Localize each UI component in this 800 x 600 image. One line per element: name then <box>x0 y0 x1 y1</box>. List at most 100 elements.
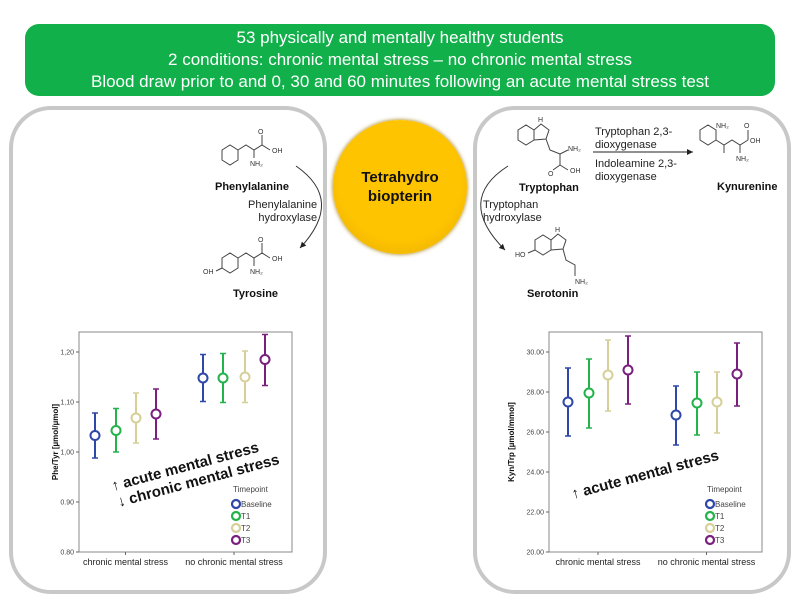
legend-label: T2 <box>715 524 725 533</box>
data-point-baseline <box>670 409 682 421</box>
study-description-banner: 53 physically and mentally healthy stude… <box>25 24 775 96</box>
kyn-trp-panel <box>473 106 791 594</box>
serotonin-label: Serotonin <box>527 288 579 300</box>
data-point-t1 <box>583 387 595 399</box>
tyrosine-label: Tyrosine <box>233 288 279 300</box>
legend-marker <box>704 534 716 546</box>
y-tick-label: 26.00 <box>526 430 544 437</box>
header-line: Blood draw prior to and 0, 30 and 60 min… <box>90 72 710 91</box>
enzyme-text: Phenylalanine <box>248 199 318 211</box>
atom-nh2: NH₂ <box>716 123 729 130</box>
plot-frame <box>78 331 293 553</box>
cofactor-label: Tetrahydro <box>361 169 439 186</box>
enzyme-text: dioxygenase <box>595 171 657 183</box>
y-axis-label: Kyn/Trp [µmol/mmol] <box>507 402 516 482</box>
tryptophan-label: Tryptophan <box>519 182 579 194</box>
atom-oh: OH <box>272 256 283 263</box>
header-line: 53 physically and mentally healthy stude… <box>236 28 564 47</box>
y-tick-label: 30.00 <box>526 350 544 357</box>
kynurenine-label: Kynurenine <box>717 181 778 193</box>
atom-oh: OH <box>272 148 283 155</box>
data-point-t3 <box>259 354 271 365</box>
x-category-label: no chronic mental stress <box>658 557 756 567</box>
atom-h: H <box>538 117 543 124</box>
tetrahydrobiopterin-cofactor: Tetrahydro biopterin <box>333 120 467 254</box>
data-point-t1 <box>691 397 703 409</box>
tryptophan-hydroxylase-label: Tryptophan hydroxylase <box>483 199 542 225</box>
x-category-label: chronic mental stress <box>83 557 169 567</box>
data-point-baseline <box>197 372 209 384</box>
y-tick-label: 28.00 <box>526 390 544 397</box>
y-tick-label: 1,20 <box>60 350 74 357</box>
y-tick-label: 1,00 <box>60 450 74 457</box>
legend-label: T1 <box>241 512 251 521</box>
cofactor-label: biopterin <box>367 188 433 205</box>
phenylalanine-label: Phenylalanine <box>215 181 289 193</box>
legend-marker <box>704 522 716 534</box>
header-line: 2 conditions: chronic mental stress – no… <box>168 50 632 69</box>
legend-title: Timepoint <box>707 485 743 494</box>
atom-ho: HO <box>515 252 526 259</box>
chart-1: 0.80 0.90 1,00 1,10 1,20 Phe/Tyr [µmol/µmol] c… <box>51 331 293 567</box>
kynurenine-structure <box>699 124 749 153</box>
phenylalanine-hydroxylase-label: Phenylalanine hydroxylase <box>248 199 317 225</box>
legend-marker <box>230 498 242 510</box>
indoleamine-dioxygenase-label: Indoleamine 2,3- dioxygenase <box>595 158 677 184</box>
atom-nh2: NH₂ <box>568 146 581 153</box>
enzyme-text: Indoleamine 2,3- <box>595 158 677 170</box>
y-tick-label: 20.00 <box>526 550 544 557</box>
legend-label: Baseline <box>715 500 746 509</box>
x-category-label: no chronic mental stress <box>185 557 283 567</box>
atom-oh: OH <box>203 269 214 276</box>
atom-oh: OH <box>750 138 761 145</box>
atom-o: O <box>744 123 750 130</box>
enzyme-text: Tryptophan <box>483 199 539 211</box>
chart-2: 20.00 22.00 24.00 26.00 28.00 30.00 Kyn/Trp [µ… <box>507 331 763 567</box>
atom-h: H <box>555 227 560 234</box>
tyrosine-structure <box>215 243 271 274</box>
enzyme-text: dioxygenase <box>595 139 657 151</box>
atom-nh2: NH₂ <box>575 279 588 286</box>
legend-marker <box>704 510 716 522</box>
legend-marker <box>230 510 242 522</box>
atom-nh2: NH₂ <box>250 161 263 168</box>
y-axis-label: Phe/Tyr [µmol/µmol] <box>51 404 60 481</box>
atom-o: O <box>258 237 264 244</box>
data-point-t3 <box>150 408 162 420</box>
phenylalanine-structure <box>221 135 271 166</box>
legend-label: T3 <box>241 536 251 545</box>
atom-o: O <box>258 129 264 136</box>
data-point-baseline <box>89 430 101 441</box>
legend-marker <box>704 498 716 510</box>
tryptophan-structure <box>517 123 569 171</box>
data-point-t2 <box>239 371 251 383</box>
data-point-t3 <box>622 364 634 376</box>
data-point-t2 <box>711 396 723 408</box>
atom-o: O <box>548 171 554 178</box>
legend-title: Timepoint <box>233 485 269 494</box>
legend-marker <box>230 534 242 546</box>
serotonin-structure <box>527 233 576 276</box>
legend-label: T1 <box>715 512 725 521</box>
enzyme-text: hydroxylase <box>483 212 542 224</box>
data-point-t2 <box>602 369 614 381</box>
enzyme-text: Tryptophan 2,3- <box>595 126 673 138</box>
tryptophan-dioxygenase-label: Tryptophan 2,3- dioxygenase <box>595 126 672 152</box>
y-tick-label: 1,10 <box>60 400 74 407</box>
phe-tyr-panel <box>9 106 327 594</box>
x-category-label: chronic mental stress <box>555 557 641 567</box>
data-point-t1 <box>110 425 122 436</box>
data-point-baseline <box>562 396 574 408</box>
data-point-t1 <box>217 372 229 384</box>
atom-oh: OH <box>570 168 581 175</box>
trp-to-serotonin-arrow <box>480 165 509 251</box>
y-tick-label: 22.00 <box>526 510 544 517</box>
data-point-t3 <box>731 368 743 380</box>
legend-label: Baseline <box>241 500 272 509</box>
data-point-t2 <box>130 412 142 424</box>
legend-label: T3 <box>715 536 725 545</box>
y-tick-label: 0.80 <box>60 550 74 557</box>
enzyme-text: hydroxylase <box>258 212 318 224</box>
legend-label: T2 <box>241 524 251 533</box>
